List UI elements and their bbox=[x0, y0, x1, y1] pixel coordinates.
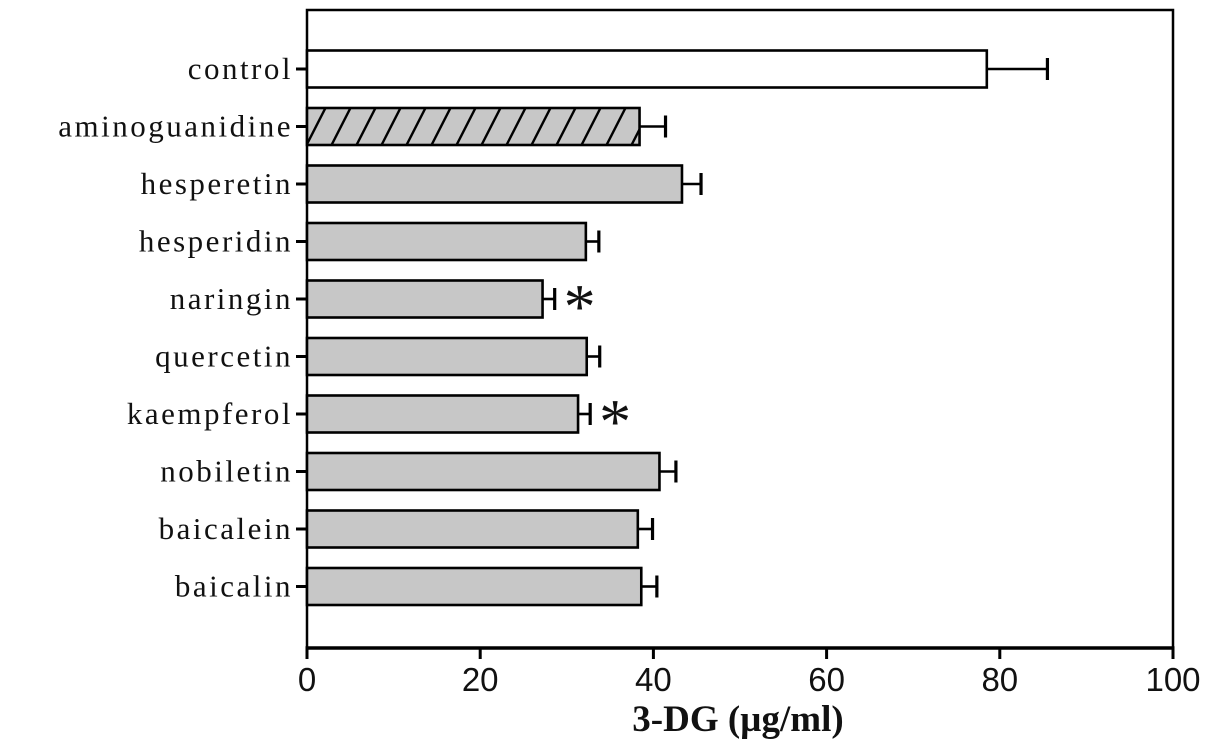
hatch-line bbox=[630, 126, 640, 145]
hatch-line bbox=[580, 108, 602, 145]
bar-fill-hesperidin bbox=[307, 223, 586, 260]
category-label-baicalin: baicalin bbox=[175, 569, 293, 604]
hatch-line bbox=[505, 108, 527, 145]
hatch-line bbox=[530, 108, 552, 145]
plot-box bbox=[305, 8, 1175, 650]
bar-group-hesperetin: hesperetin bbox=[141, 164, 703, 204]
hatch-line bbox=[405, 108, 427, 145]
hatch-line bbox=[555, 108, 577, 145]
category-label-quercetin: quercetin bbox=[155, 339, 293, 374]
bar-group-aminoguanidine: aminoguanidine bbox=[58, 106, 668, 147]
x-axis-tick-label: 100 bbox=[1145, 661, 1200, 698]
bar-group-quercetin: quercetin bbox=[155, 336, 602, 377]
category-label-hesperetin: hesperetin bbox=[141, 166, 293, 201]
bar-group-nobiletin: nobiletin bbox=[160, 451, 678, 492]
category-label-naringin: naringin bbox=[170, 281, 293, 316]
category-label-aminoguanidine: aminoguanidine bbox=[58, 109, 293, 144]
category-label-nobiletin: nobiletin bbox=[160, 454, 293, 489]
bar-group-baicalein: baicalein bbox=[159, 509, 655, 549]
x-axis-tick-label: 20 bbox=[462, 661, 499, 698]
hatch-line bbox=[380, 108, 402, 145]
category-label-kaempferol: kaempferol bbox=[127, 396, 293, 431]
category-label-hesperidin: hesperidin bbox=[139, 224, 293, 259]
hatch-lines-aminoguanidine bbox=[307, 108, 640, 145]
bar-fill-baicalein bbox=[307, 510, 638, 548]
bar-fill-quercetin bbox=[307, 338, 587, 375]
x-axis-tick-label: 60 bbox=[808, 661, 845, 698]
x-axis-tick-label: 40 bbox=[635, 661, 672, 698]
bar-fill-hesperetin bbox=[307, 165, 682, 203]
bar-group-naringin: naringin * bbox=[170, 271, 596, 342]
bar-group-control: control bbox=[188, 49, 1050, 89]
bar-group-baicalin: baicalin bbox=[175, 566, 659, 607]
bar-fill-kaempferol bbox=[307, 395, 579, 433]
bar-fill-control bbox=[307, 50, 987, 88]
category-label-control: control bbox=[188, 51, 293, 86]
hatch-line bbox=[430, 108, 452, 145]
hatch-line bbox=[605, 108, 627, 145]
x-axis-tick-label: 80 bbox=[981, 661, 1018, 698]
bar-group-hesperidin: hesperidin bbox=[139, 221, 601, 262]
bar-fill-naringin bbox=[307, 280, 543, 318]
significance-asterisk-kaempferol: * bbox=[599, 386, 631, 457]
hatch-line bbox=[480, 108, 502, 145]
hatch-line bbox=[455, 108, 477, 145]
bar-fill-baicalin bbox=[307, 568, 642, 605]
hatch-line bbox=[355, 108, 377, 145]
category-label-baicalein: baicalein bbox=[159, 511, 293, 546]
hatch-line bbox=[330, 108, 352, 145]
significance-asterisk-naringin: * bbox=[564, 271, 596, 342]
bar-group-kaempferol: kaempferol * bbox=[127, 386, 631, 457]
bar-fill-nobiletin bbox=[307, 453, 660, 490]
x-axis-title: 3-DG (µg/ml) bbox=[632, 699, 843, 740]
x-axis-tick-label: 0 bbox=[298, 661, 316, 698]
